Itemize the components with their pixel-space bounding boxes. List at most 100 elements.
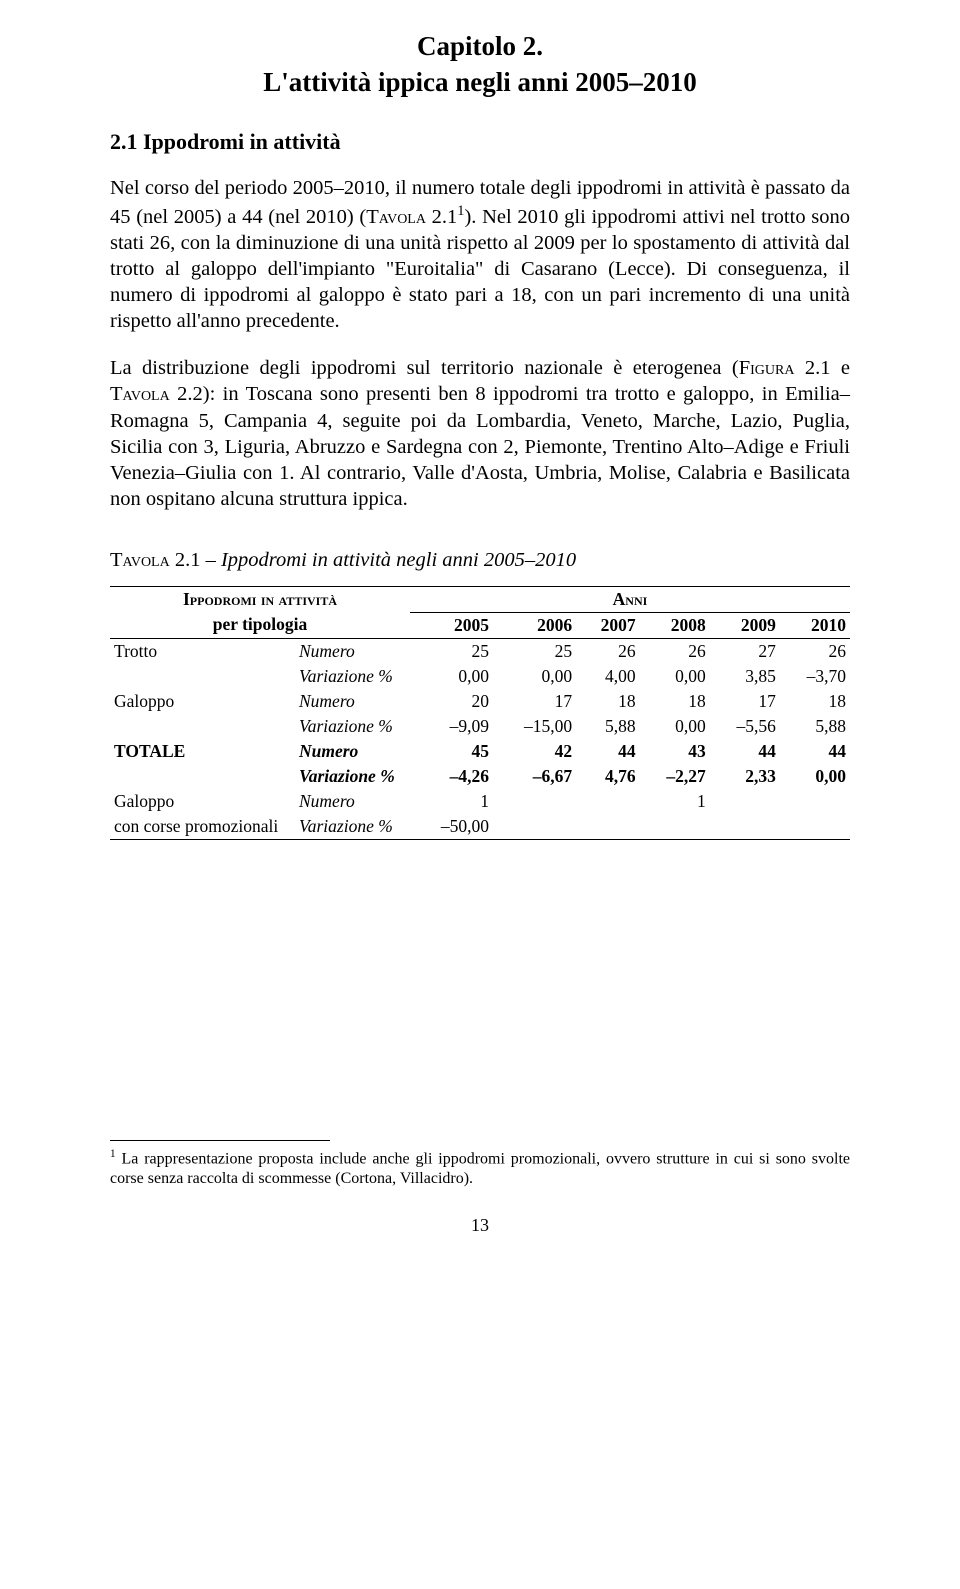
year-4: 2009	[710, 612, 780, 638]
section-title: 2.1 Ippodromi in attività	[110, 129, 850, 155]
cell	[493, 814, 576, 840]
p2-text-b: 2.1 e	[794, 357, 850, 379]
cell: –6,67	[493, 764, 576, 789]
row-label: Numero	[295, 689, 410, 714]
cell: 20	[410, 689, 493, 714]
cell	[710, 789, 780, 814]
table-row: GaloppoNumero11	[110, 789, 850, 814]
cell: 26	[780, 638, 850, 664]
cell: 5,88	[780, 714, 850, 739]
row-category	[110, 764, 295, 789]
page: Capitolo 2. L'attività ippica negli anni…	[0, 0, 960, 1276]
p2-text-c: 2.2): in Toscana sono presenti ben 8 ipp…	[110, 383, 850, 510]
table-row: TOTALENumero454244434444	[110, 739, 850, 764]
cell: 18	[576, 689, 640, 714]
p2-text-a: La distribuzione degli ippodromi sul ter…	[110, 357, 739, 379]
footnote-rule	[110, 1140, 330, 1141]
cell: –2,27	[640, 764, 710, 789]
head-anni: Anni	[410, 586, 850, 612]
row-label: Numero	[295, 638, 410, 664]
cell: 44	[710, 739, 780, 764]
row-category: Trotto	[110, 638, 295, 664]
cell: –9,09	[410, 714, 493, 739]
chapter-line1: Capitolo 2.	[417, 31, 543, 61]
cell: –15,00	[493, 714, 576, 739]
year-3: 2008	[640, 612, 710, 638]
head-rowgroup: Ippodromi in attività	[110, 586, 410, 612]
cell	[640, 814, 710, 840]
row-label: Numero	[295, 789, 410, 814]
row-category: Galoppo	[110, 689, 295, 714]
chapter-title: Capitolo 2. L'attività ippica negli anni…	[110, 28, 850, 101]
cell: 5,88	[576, 714, 640, 739]
cell: 43	[640, 739, 710, 764]
paragraph-1: Nel corso del periodo 2005–2010, il nume…	[110, 175, 850, 334]
row-label: Variazione %	[295, 664, 410, 689]
p2-smallcaps-2: Tavola	[110, 383, 170, 405]
cell	[780, 814, 850, 840]
cell: 4,00	[576, 664, 640, 689]
page-number: 13	[110, 1215, 850, 1236]
chapter-line2: L'attività ippica negli anni 2005–2010	[263, 67, 697, 97]
cell: 25	[493, 638, 576, 664]
row-category: con corse promozionali	[110, 814, 295, 840]
paragraph-2: La distribuzione degli ippodromi sul ter…	[110, 355, 850, 512]
cell	[576, 814, 640, 840]
cell: 44	[576, 739, 640, 764]
year-0: 2005	[410, 612, 493, 638]
caption-rest: 2.1 –	[170, 549, 221, 571]
table-row: Variazione %–9,09–15,005,880,00–5,565,88	[110, 714, 850, 739]
cell: 0,00	[640, 664, 710, 689]
cell: 1	[640, 789, 710, 814]
row-category	[110, 664, 295, 689]
cell: 0,00	[493, 664, 576, 689]
p1-smallcaps: Tavola	[366, 205, 426, 227]
cell: 4,76	[576, 764, 640, 789]
caption-sc: Tavola	[110, 549, 170, 571]
cell: 0,00	[780, 764, 850, 789]
cell: 17	[710, 689, 780, 714]
table-row: Variazione %–4,26–6,674,76–2,272,330,00	[110, 764, 850, 789]
data-table: Ippodromi in attività Anni per tipologia…	[110, 586, 850, 840]
table-row: GaloppoNumero201718181718	[110, 689, 850, 714]
year-1: 2006	[493, 612, 576, 638]
cell: 44	[780, 739, 850, 764]
cell: 18	[780, 689, 850, 714]
cell: 27	[710, 638, 780, 664]
footnote: 1 La rappresentazione proposta include a…	[110, 1147, 850, 1189]
cell	[576, 789, 640, 814]
year-5: 2010	[780, 612, 850, 638]
cell: 18	[640, 689, 710, 714]
cell: 1	[410, 789, 493, 814]
cell: 3,85	[710, 664, 780, 689]
year-2: 2007	[576, 612, 640, 638]
table-caption: Tavola 2.1 – Ippodromi in attività negli…	[110, 549, 850, 572]
caption-ital: Ippodromi in attività negli anni 2005–20…	[221, 549, 576, 571]
cell: –3,70	[780, 664, 850, 689]
cell: 42	[493, 739, 576, 764]
row-label: Numero	[295, 739, 410, 764]
table-row: TrottoNumero252526262726	[110, 638, 850, 664]
row-category: TOTALE	[110, 739, 295, 764]
cell: 26	[576, 638, 640, 664]
row-category	[110, 714, 295, 739]
cell	[493, 789, 576, 814]
p1-text-b: 2.1	[426, 205, 457, 227]
cell: 0,00	[640, 714, 710, 739]
cell: 45	[410, 739, 493, 764]
cell: 0,00	[410, 664, 493, 689]
row-label: Variazione %	[295, 764, 410, 789]
row-category: Galoppo	[110, 789, 295, 814]
cell: 26	[640, 638, 710, 664]
p2-smallcaps-1: Figura	[739, 357, 795, 379]
cell: –5,56	[710, 714, 780, 739]
cell: 17	[493, 689, 576, 714]
row-label: Variazione %	[295, 814, 410, 840]
cell	[710, 814, 780, 840]
table-row: con corse promozionaliVariazione %–50,00	[110, 814, 850, 840]
cell: –50,00	[410, 814, 493, 840]
cell: –4,26	[410, 764, 493, 789]
table-row: Variazione %0,000,004,000,003,85–3,70	[110, 664, 850, 689]
cell: 25	[410, 638, 493, 664]
cell: 2,33	[710, 764, 780, 789]
